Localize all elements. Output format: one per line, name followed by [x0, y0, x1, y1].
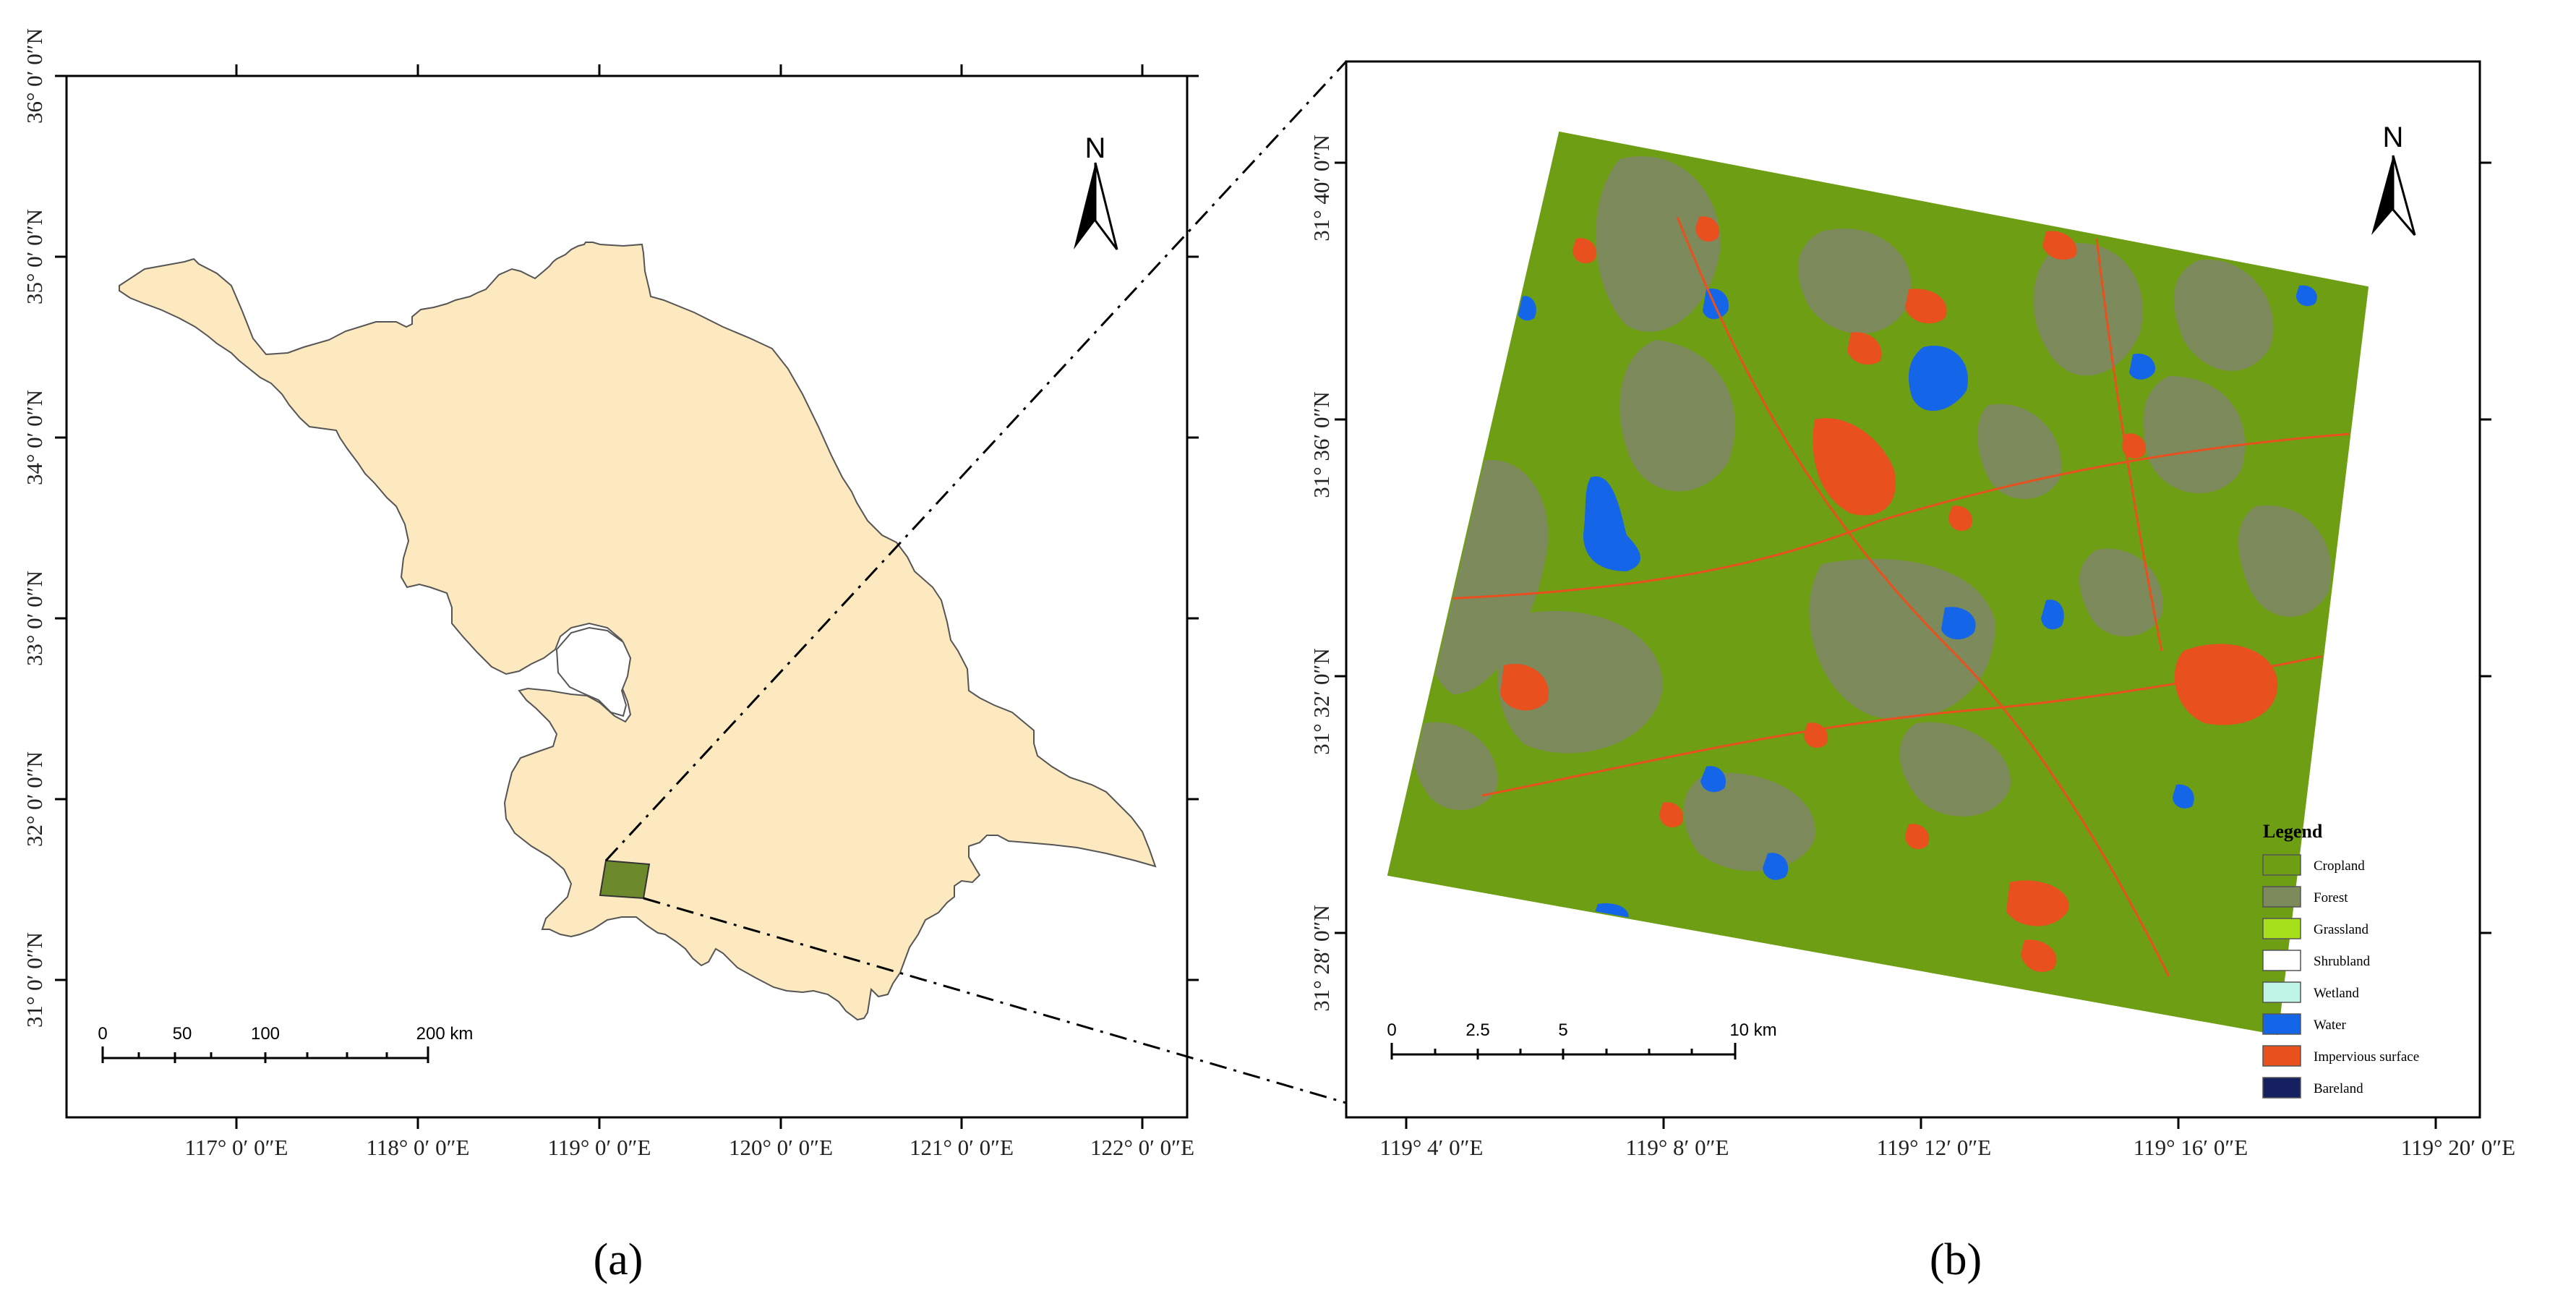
b-scale-0: 0 [1387, 1020, 1396, 1040]
legend-label-1: Forest [2314, 890, 2348, 905]
b-scale-1: 2.5 [1465, 1020, 1489, 1040]
a-y-tick-4: 32° 0′ 0″N [22, 751, 47, 847]
a-x-tick-0: 117° 0′ 0″E [185, 1135, 288, 1160]
legend-label-4: Wetland [2314, 986, 2359, 1001]
b-scale-3: 10 km [1729, 1020, 1776, 1040]
a-y-tick-1: 35° 0′ 0″N [22, 209, 47, 304]
legend-title: Legend [2263, 821, 2323, 842]
a-scale-1: 50 [173, 1024, 192, 1044]
b-x-tick-3: 119° 16′ 0″E [2134, 1135, 2248, 1160]
legend-items: Cropland Forest Grassland Shrubland Wetland W… [2262, 854, 2419, 1099]
b-x-tick-0: 119° 4′ 0″E [1380, 1135, 1484, 1160]
b-north-label: N [2383, 121, 2404, 153]
panel-b: 119° 4′ 0″E 119° 8′ 0″E 119° 12′ 0″E 119… [1309, 60, 2515, 1284]
panel-a-ticks [55, 64, 1199, 1129]
legend-swatch-7 [2262, 1077, 2301, 1099]
b-scale-2: 5 [1558, 1020, 1567, 1040]
a-x-tick-4: 121° 0′ 0″E [910, 1135, 1014, 1160]
a-north-label: N [1085, 132, 1106, 164]
a-y-tick-2: 34° 0′ 0″N [22, 390, 47, 485]
legend: Legend Cropland Forest Grassland Shrubland W… [2262, 821, 2419, 1099]
panel-b-frame [1345, 60, 2481, 1119]
legend-swatch-0 [2262, 854, 2301, 876]
lake-hole [555, 626, 632, 717]
land-cover-map [1388, 132, 2368, 1034]
scale-bar-a [101, 1046, 429, 1063]
panel-b-ticks [1335, 161, 2491, 1129]
legend-label-2: Grassland [2314, 922, 2369, 937]
legend-label-6: Impervious surface [2314, 1049, 2419, 1065]
a-scale-2: 100 [251, 1024, 280, 1044]
a-y-tick-0: 36° 0′ 0″N [22, 28, 47, 124]
a-x-tick-5: 122° 0′ 0″E [1090, 1135, 1194, 1160]
b-y-tick-2: 31° 32′ 0″N [1309, 648, 1334, 754]
b-y-tick-3: 31° 28′ 0″N [1309, 905, 1334, 1011]
a-y-tick-5: 31° 0′ 0″N [22, 932, 47, 1028]
panel-a: 117° 0′ 0″E 118° 0′ 0″E 119° 0′ 0″E 120°… [22, 28, 1199, 1284]
b-x-tick-2: 119° 12′ 0″E [1877, 1135, 1991, 1160]
scale-bar-b [1390, 1043, 1737, 1059]
province-shape [119, 242, 1157, 1021]
study-area-marker [599, 859, 651, 900]
legend-label-0: Cropland [2314, 858, 2365, 874]
legend-label-7: Bareland [2314, 1081, 2363, 1096]
panel-b-label: (b) [1930, 1235, 1982, 1284]
a-scale-3: 200 km [416, 1024, 474, 1044]
north-arrow-icon: N [1074, 132, 1118, 250]
panel-a-label: (a) [594, 1235, 643, 1284]
zoom-connector-lines [604, 60, 1348, 1104]
b-x-tick-4: 119° 20′ 0″E [2401, 1135, 2515, 1160]
panel-a-frame [65, 74, 1189, 1119]
legend-swatch-4 [2262, 981, 2301, 1003]
legend-label-3: Shrubland [2314, 954, 2371, 969]
a-x-tick-2: 119° 0′ 0″E [548, 1135, 651, 1160]
legend-swatch-6 [2262, 1045, 2301, 1067]
a-x-tick-3: 120° 0′ 0″E [729, 1135, 833, 1160]
b-y-tick-1: 31° 36′ 0″N [1309, 391, 1334, 498]
legend-swatch-2 [2262, 918, 2301, 939]
legend-label-5: Water [2314, 1018, 2347, 1033]
b-x-tick-1: 119° 8′ 0″E [1626, 1135, 1729, 1160]
a-y-tick-3: 33° 0′ 0″N [22, 571, 47, 666]
legend-swatch-3 [2262, 950, 2301, 971]
north-arrow-icon: N [2371, 121, 2416, 236]
legend-swatch-5 [2262, 1013, 2301, 1035]
a-scale-0: 0 [98, 1024, 107, 1044]
b-y-tick-0: 31° 40′ 0″N [1309, 135, 1334, 241]
legend-swatch-1 [2262, 886, 2301, 908]
a-x-tick-1: 118° 0′ 0″E [367, 1135, 470, 1160]
